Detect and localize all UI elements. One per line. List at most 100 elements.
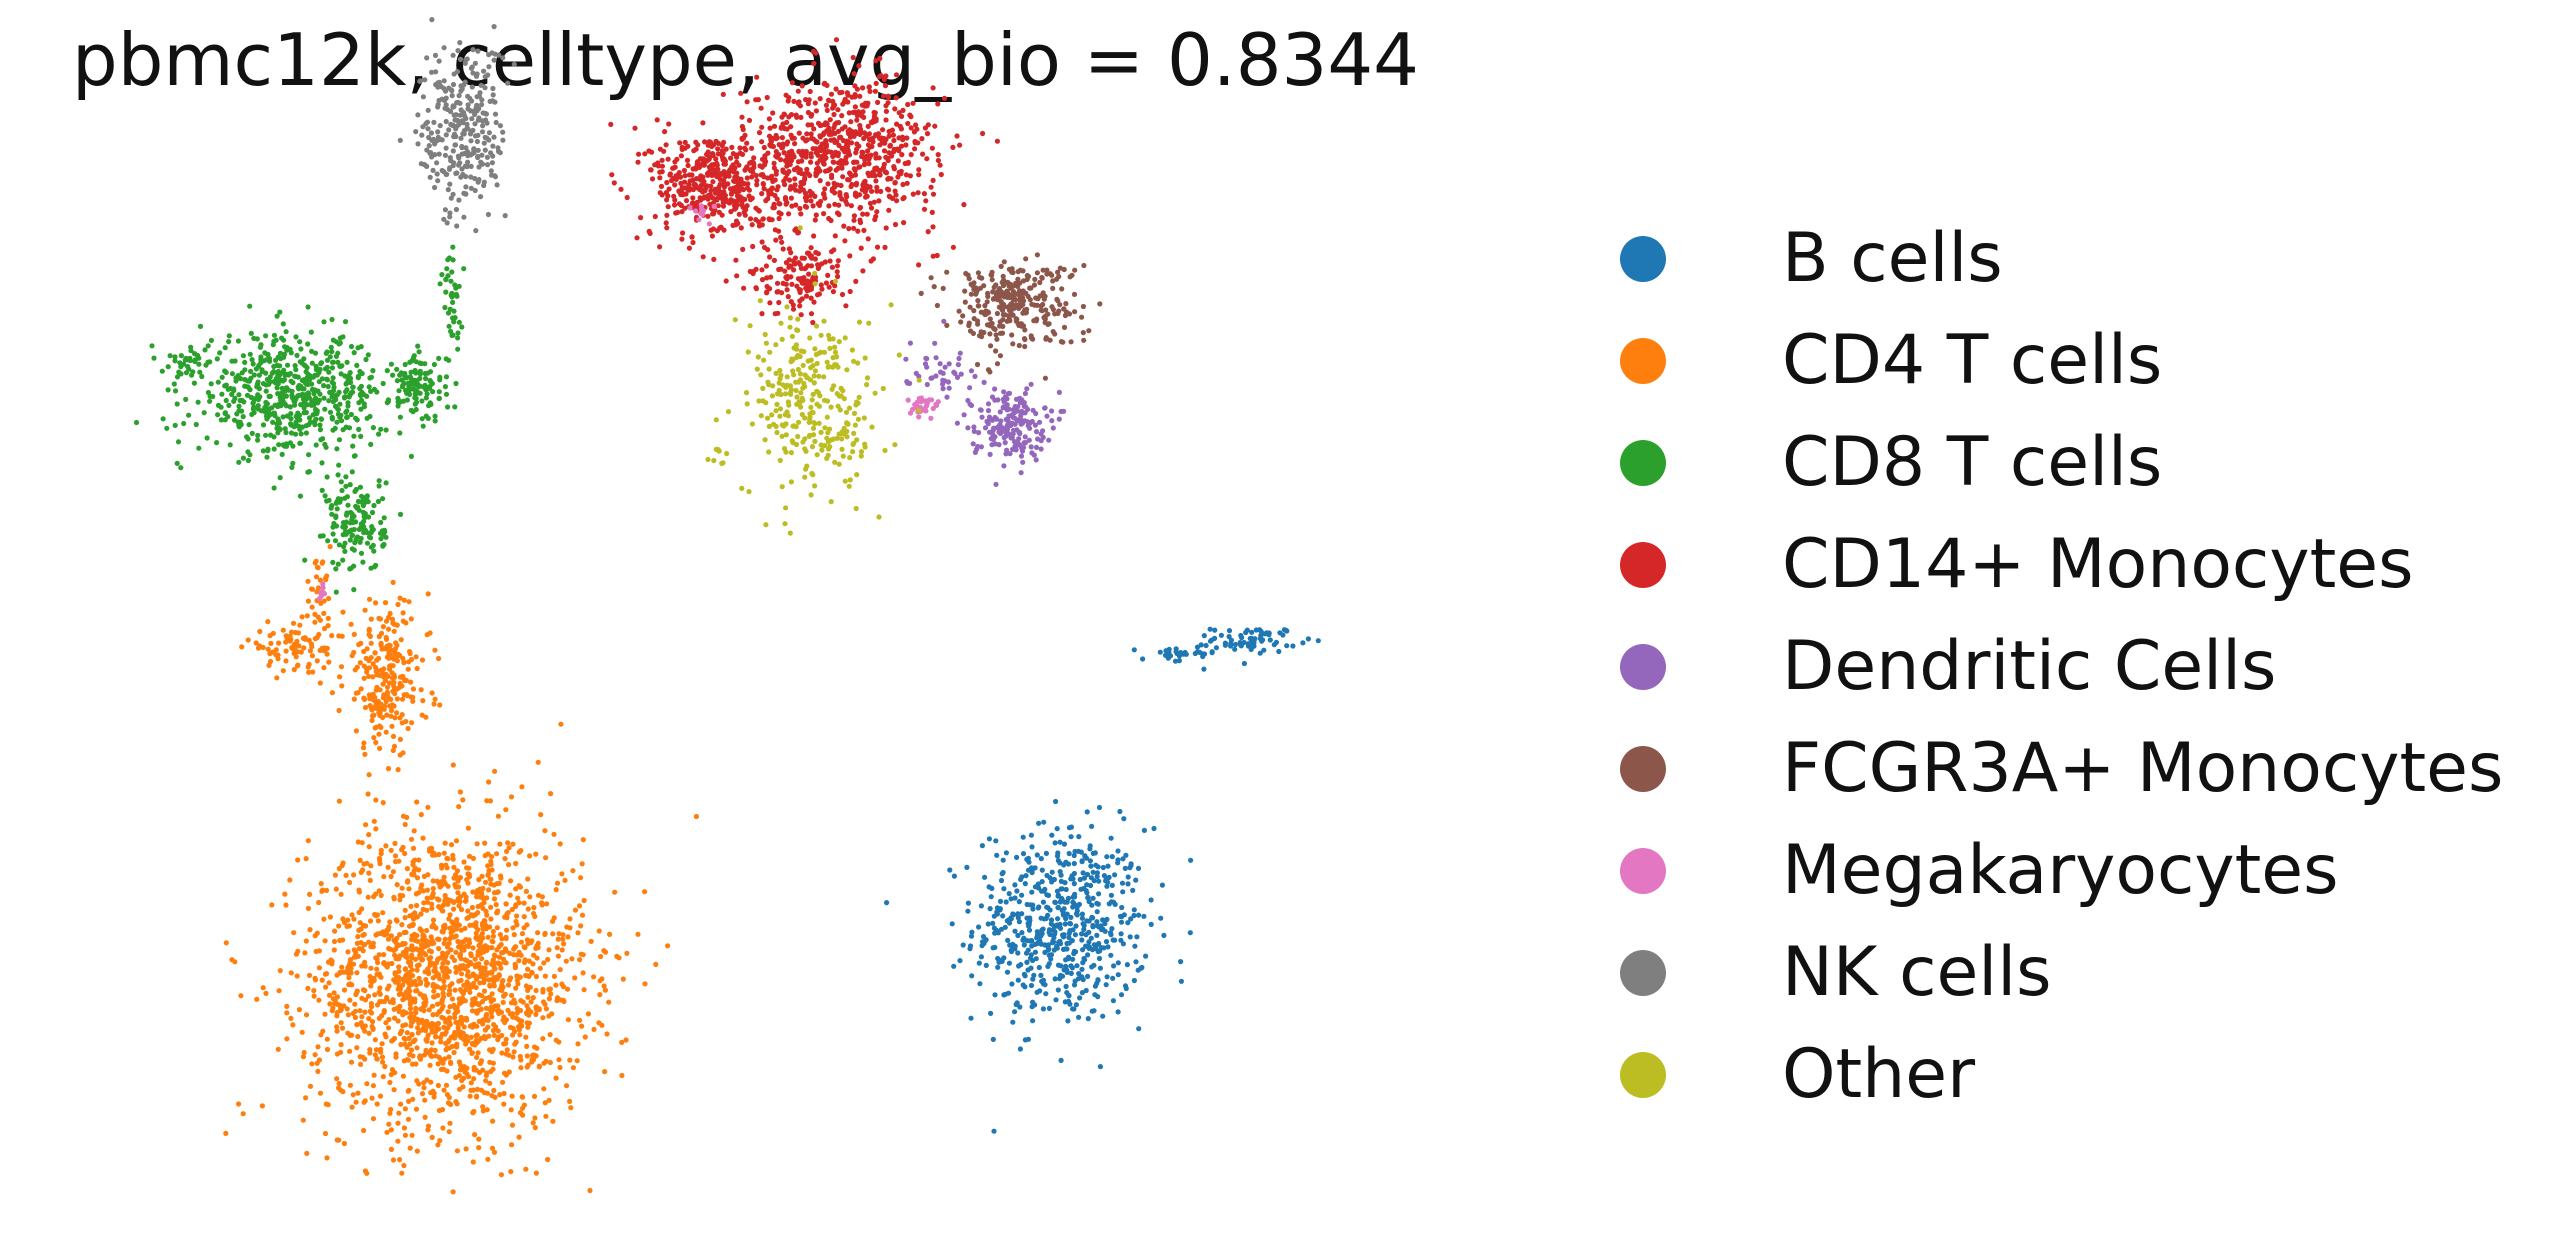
data-point (444, 974, 451, 980)
data-point (596, 1020, 602, 1026)
data-point (364, 669, 370, 675)
data-point (859, 187, 865, 193)
data-point (792, 176, 798, 182)
data-point (325, 623, 331, 629)
data-point (986, 836, 993, 842)
data-point (875, 99, 881, 105)
data-point (283, 648, 289, 654)
data-point (623, 1037, 629, 1043)
data-point (865, 123, 871, 129)
data-point (1112, 872, 1118, 878)
data-point (366, 1016, 372, 1022)
data-point (263, 399, 269, 406)
data-point (871, 199, 877, 205)
data-point (472, 912, 479, 918)
data-point (1122, 983, 1129, 989)
data-point (178, 353, 184, 359)
data-point (229, 371, 235, 377)
data-point (477, 947, 483, 953)
data-point (1074, 908, 1080, 914)
data-point (1071, 948, 1077, 954)
data-point (346, 373, 352, 379)
data-point (1096, 878, 1102, 884)
data-point (769, 217, 775, 223)
data-point (1097, 948, 1103, 954)
data-point (388, 847, 394, 854)
data-point (431, 988, 437, 994)
data-point (408, 369, 414, 375)
data-point (694, 199, 700, 205)
data-point (326, 992, 333, 998)
data-point (387, 919, 393, 925)
data-point (558, 721, 564, 727)
data-point (281, 367, 287, 373)
data-point (396, 1110, 402, 1116)
data-point (1131, 977, 1137, 984)
data-point (1057, 972, 1063, 978)
data-point (429, 1029, 435, 1035)
data-point (410, 913, 416, 920)
data-point (753, 172, 759, 179)
data-point (338, 1087, 344, 1093)
data-point (336, 389, 342, 395)
data-point (546, 1013, 552, 1019)
data-point (343, 519, 349, 525)
data-point (742, 196, 748, 202)
data-point (865, 148, 871, 154)
data-point (1022, 984, 1028, 990)
data-point (830, 105, 836, 111)
data-point (301, 362, 307, 368)
data-point (480, 1108, 486, 1114)
data-point (477, 1069, 483, 1076)
data-point (892, 221, 899, 228)
data-point (1038, 856, 1044, 862)
data-point (452, 404, 458, 410)
data-point (419, 712, 425, 718)
data-point (427, 385, 433, 391)
data-point (468, 951, 474, 957)
data-point (334, 1013, 340, 1019)
data-point (632, 125, 638, 131)
data-point (505, 840, 511, 846)
data-point (1083, 987, 1089, 994)
data-point (1123, 852, 1129, 858)
data-point (437, 374, 443, 380)
data-point (288, 422, 294, 428)
data-point (276, 442, 282, 448)
data-point (1120, 941, 1126, 947)
data-point (378, 426, 384, 432)
data-point (624, 950, 630, 956)
data-point (205, 389, 211, 396)
data-point (851, 225, 857, 231)
data-point (343, 483, 349, 489)
data-point (545, 956, 551, 963)
data-point (904, 135, 910, 141)
data-point (1069, 938, 1075, 944)
data-point (336, 496, 342, 503)
data-point (329, 503, 335, 509)
data-point (379, 1054, 386, 1060)
cluster-cd4-t-cells-1 (223, 721, 700, 1195)
data-point (376, 1015, 382, 1022)
data-point (379, 646, 385, 652)
data-point (429, 1134, 435, 1140)
data-point (305, 304, 311, 310)
data-point (293, 334, 299, 340)
data-point (294, 663, 300, 669)
data-point (965, 900, 972, 906)
data-point (737, 145, 743, 151)
data-point (450, 856, 456, 862)
data-point (830, 159, 836, 165)
data-point (305, 905, 311, 912)
data-point (474, 1032, 480, 1038)
data-point (840, 146, 846, 152)
data-point (532, 1115, 538, 1121)
data-point (1108, 892, 1114, 898)
data-point (393, 1051, 399, 1057)
data-point (368, 544, 374, 550)
data-point (796, 130, 802, 136)
data-point (246, 378, 253, 384)
data-point (525, 1062, 531, 1068)
data-point (704, 151, 710, 158)
data-point (436, 946, 442, 952)
